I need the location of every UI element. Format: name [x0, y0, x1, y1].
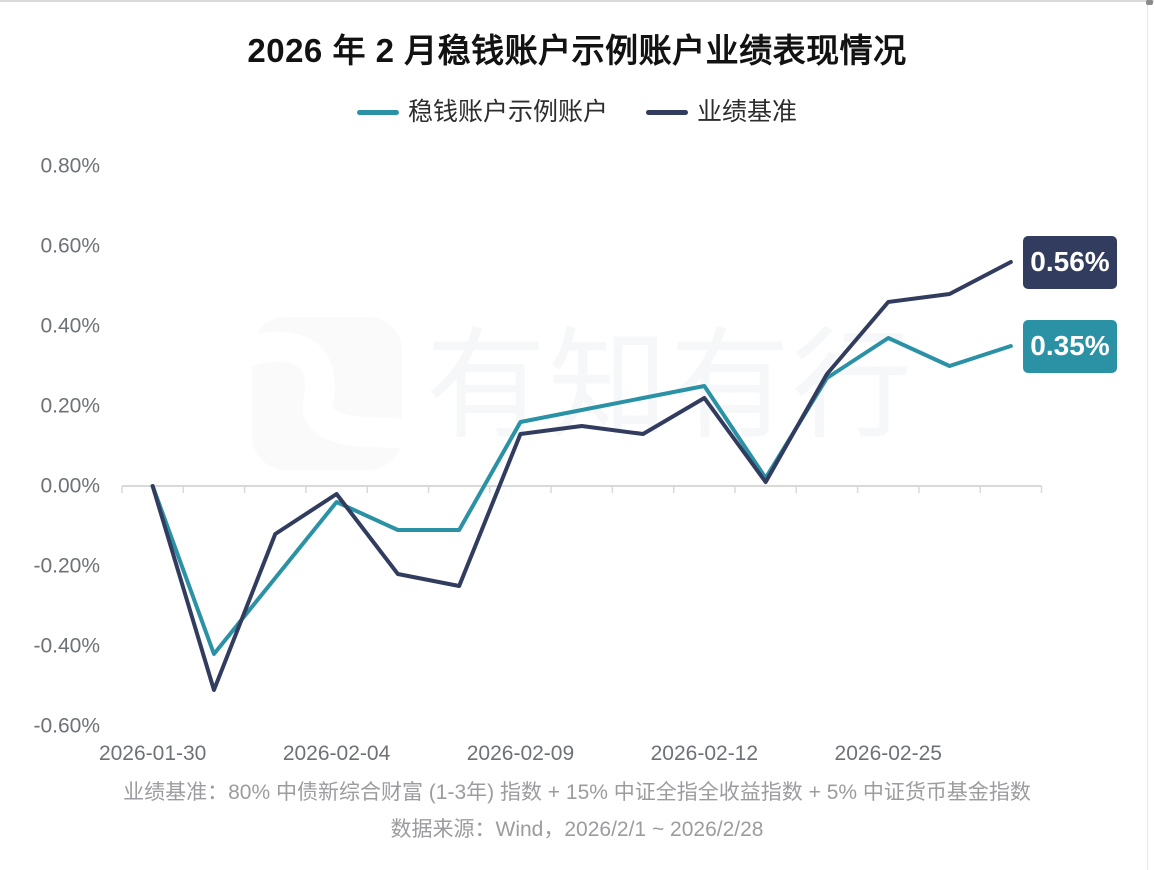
benchmark-definition-footnote: 业绩基准：80% 中债新综合财富 (1-3年) 指数 + 15% 中证全指全收益… — [123, 781, 1031, 804]
scrollbar-thumb[interactable] — [1146, 0, 1153, 5]
watermark-text: 有知有行 — [426, 319, 914, 453]
y-axis-label: 0.00% — [40, 475, 100, 498]
x-axis-label: 2026-02-04 — [283, 742, 391, 765]
scrollbar-track[interactable] — [1147, 0, 1148, 870]
legend-label-benchmark: 业绩基准 — [697, 98, 798, 126]
y-axis-label: 0.20% — [40, 395, 100, 418]
y-axis-label: 0.40% — [40, 315, 100, 338]
y-axis-label: 0.60% — [40, 235, 100, 258]
chart-title: 2026 年 2 月稳钱账户示例账户业绩表现情况 — [247, 32, 907, 69]
legend-label-account: 稳钱账户示例账户 — [407, 98, 608, 126]
youzhiyouxing-logo-icon — [252, 317, 402, 470]
chart-legend: 稳钱账户示例账户 业绩基准 — [0, 98, 1154, 127]
window-top-border — [0, 0, 1154, 2]
legend-item-benchmark[interactable]: 业绩基准 — [646, 98, 798, 127]
account-series-swatch-icon — [356, 110, 399, 116]
legend-item-account[interactable]: 稳钱账户示例账户 — [356, 98, 608, 127]
benchmark-series-swatch-icon — [646, 110, 688, 116]
y-axis-label: -0.60% — [33, 715, 100, 738]
x-axis-label: 2026-02-25 — [835, 742, 942, 765]
y-axis-label: -0.20% — [33, 555, 100, 578]
benchmark-series-line — [150, 260, 1013, 692]
x-axis-label: 2026-02-12 — [651, 742, 758, 765]
data-source-footnote: 数据来源：Wind，2026/2/1 ~ 2026/2/28 — [390, 818, 764, 841]
account-series-line — [150, 336, 1013, 656]
y-axis-label: 0.80% — [40, 155, 100, 178]
x-axis-label: 2026-02-09 — [467, 742, 574, 765]
x-axis-label: 2026-01-30 — [99, 742, 206, 765]
y-axis-label: -0.40% — [33, 635, 100, 658]
